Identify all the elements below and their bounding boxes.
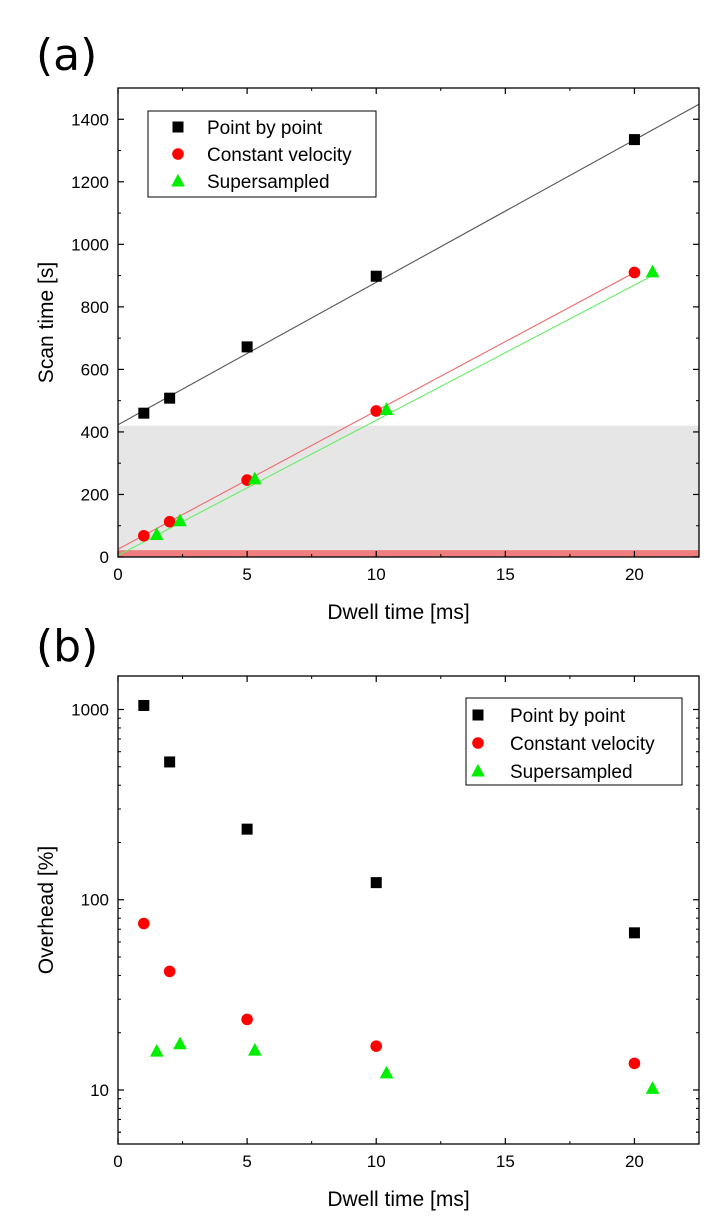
legend: Point by point Constant velocity Supersamp… bbox=[465, 697, 683, 786]
x-axis-title: Dwell time [ms] bbox=[327, 1188, 469, 1211]
data-point-constant-velocity bbox=[241, 1013, 253, 1026]
y-tick-label: 200 bbox=[81, 485, 109, 504]
data-point-point-by-point bbox=[138, 407, 150, 419]
data-point-constant-velocity bbox=[370, 405, 383, 417]
fit-line-point-by-point bbox=[118, 103, 699, 426]
x-axis-title: Dwell time [ms] bbox=[327, 601, 469, 624]
data-point-constant-velocity bbox=[628, 266, 641, 279]
data-point-point-by-point bbox=[241, 823, 253, 835]
data-point-point-by-point bbox=[241, 341, 253, 353]
series-supersampled bbox=[149, 264, 660, 541]
data-point-point-by-point bbox=[164, 392, 176, 404]
series-point-by-point bbox=[138, 699, 640, 939]
y-tick-label: 1400 bbox=[71, 110, 109, 129]
x-tick-label: 0 bbox=[113, 565, 122, 584]
legend-label-constant-velocity: Constant velocity bbox=[207, 145, 352, 166]
baseline-band bbox=[118, 550, 699, 557]
series-point-by-point bbox=[138, 134, 640, 419]
y-axis-title: Overhead [%] bbox=[35, 846, 58, 974]
data-point-supersampled bbox=[645, 264, 660, 278]
x-tick-label: 15 bbox=[496, 1152, 515, 1171]
y-tick-label: 800 bbox=[81, 298, 109, 317]
y-tick-label: 10 bbox=[90, 1081, 109, 1100]
data-point-supersampled bbox=[248, 471, 262, 485]
fit-line-supersampled bbox=[118, 275, 653, 556]
plot-frame bbox=[117, 87, 700, 558]
x-tick-label: 5 bbox=[242, 1152, 251, 1171]
legend-marker-constant-velocity bbox=[472, 737, 484, 749]
y-axis-title: Scan time [s] bbox=[35, 262, 58, 383]
data-point-constant-velocity bbox=[370, 1040, 383, 1052]
y-tick-label: 1200 bbox=[71, 173, 109, 192]
x-tick-label: 20 bbox=[625, 565, 644, 584]
legend-label-supersampled: Supersampled bbox=[207, 172, 330, 193]
y-tick-label: 1000 bbox=[71, 700, 109, 719]
data-point-supersampled bbox=[248, 1042, 262, 1056]
legend-marker-point-by-point bbox=[472, 709, 484, 721]
x-tick-label: 10 bbox=[367, 1152, 386, 1171]
x-tick-label: 0 bbox=[113, 1152, 122, 1171]
legend-marker-supersampled bbox=[171, 173, 185, 187]
chart-panel-b: 0 5 10 15 20 10 100 1000 Dwell time [ms] Overhead… bbox=[35, 621, 700, 1211]
x-tick-label: 5 bbox=[242, 565, 251, 584]
panel-label: (a) bbox=[36, 30, 97, 81]
shaded-region bbox=[118, 425, 699, 557]
series-supersampled bbox=[149, 1036, 660, 1094]
data-point-point-by-point bbox=[628, 927, 640, 939]
series-constant-velocity bbox=[138, 266, 641, 542]
data-point-supersampled bbox=[173, 513, 187, 527]
y-tick-label: 100 bbox=[81, 891, 109, 910]
data-point-point-by-point bbox=[164, 756, 176, 768]
data-point-supersampled bbox=[379, 402, 394, 415]
panel-label: (b) bbox=[36, 621, 98, 672]
data-point-supersampled bbox=[173, 1036, 187, 1050]
data-point-supersampled bbox=[379, 1065, 394, 1079]
legend-label-constant-velocity: Constant velocity bbox=[510, 734, 655, 755]
legend-label-supersampled: Supersampled bbox=[510, 762, 633, 783]
y-tick-label: 1000 bbox=[71, 235, 109, 254]
legend-marker-constant-velocity bbox=[172, 148, 184, 160]
x-tick-label: 20 bbox=[625, 1152, 644, 1171]
legend: Point by point Constant velocity Supersamp… bbox=[147, 110, 377, 198]
series-constant-velocity bbox=[138, 917, 641, 1070]
x-tick-label: 15 bbox=[496, 565, 515, 584]
data-point-supersampled bbox=[149, 1043, 164, 1057]
data-point-supersampled bbox=[645, 1081, 660, 1094]
legend-box bbox=[147, 110, 377, 198]
data-point-point-by-point bbox=[628, 134, 640, 146]
y-tick-label: 400 bbox=[81, 423, 109, 442]
data-point-supersampled bbox=[149, 527, 164, 541]
legend-marker-point-by-point bbox=[172, 121, 184, 133]
data-point-constant-velocity bbox=[138, 917, 150, 930]
legend-box bbox=[465, 697, 683, 786]
data-point-point-by-point bbox=[370, 270, 382, 282]
y-tick-label: 600 bbox=[81, 360, 109, 379]
data-point-constant-velocity bbox=[163, 515, 176, 528]
y-tick-label: 0 bbox=[100, 548, 109, 567]
legend-label-point-by-point: Point by point bbox=[207, 118, 323, 139]
x-tick-label: 10 bbox=[367, 565, 386, 584]
data-point-point-by-point bbox=[138, 699, 150, 711]
legend-label-point-by-point: Point by point bbox=[510, 706, 626, 727]
legend-marker-supersampled bbox=[471, 763, 485, 777]
data-point-constant-velocity bbox=[163, 965, 176, 978]
data-point-constant-velocity bbox=[138, 529, 150, 542]
plot-frame bbox=[117, 675, 700, 1145]
data-point-constant-velocity bbox=[628, 1057, 641, 1070]
data-point-point-by-point bbox=[370, 877, 382, 889]
